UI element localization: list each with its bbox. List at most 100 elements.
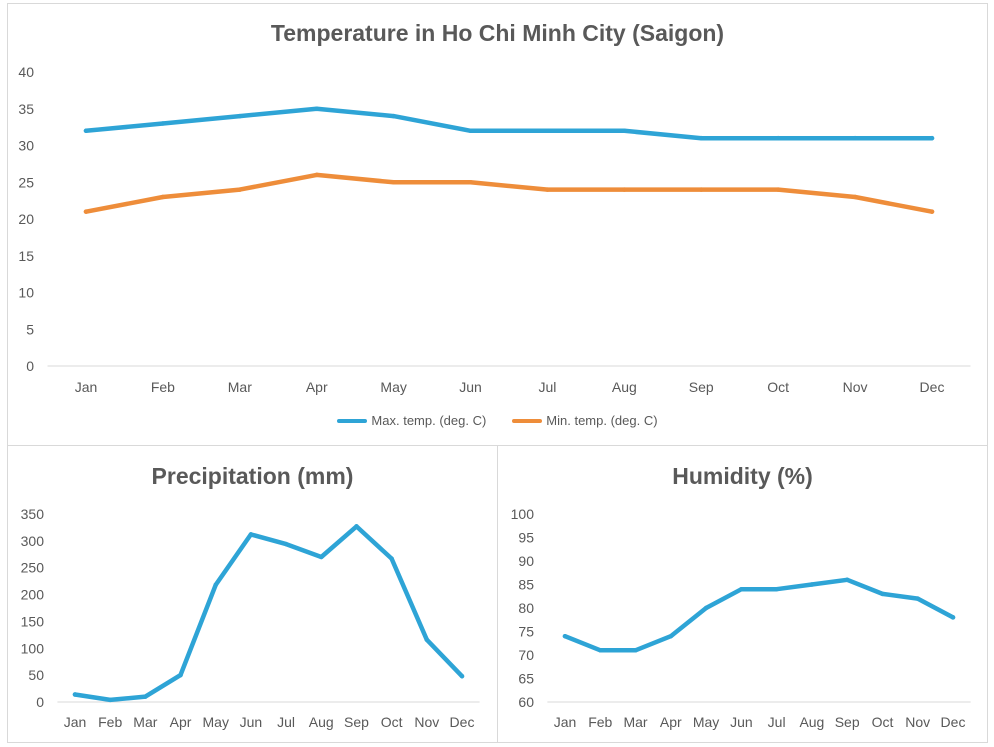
precip-y-tick-label: 300 [21, 533, 45, 549]
precip-x-tick-label: Jun [240, 714, 263, 730]
hum-x-tick-label: Dec [941, 714, 966, 730]
hum-x-tick-label: Oct [872, 714, 894, 730]
hum-data-point [668, 633, 674, 639]
precip-y-tick-label: 100 [21, 640, 45, 656]
precip-x-tick-label: Sep [344, 714, 369, 730]
temp-data-point [622, 187, 627, 192]
temp-data-point [83, 128, 89, 134]
temp-y-tick-label: 35 [18, 101, 34, 117]
precip-x-tick-label: Feb [98, 714, 122, 730]
precip-x-tick-label: May [203, 714, 229, 730]
hum-data-point [774, 586, 779, 592]
hum-data-point [598, 648, 603, 653]
precip-data-point [459, 673, 465, 679]
hum-x-tick-label: Jun [730, 714, 753, 730]
precip-data-point [178, 672, 183, 678]
hum-x-tick-label: Apr [660, 714, 682, 730]
temp-x-tick-label: Aug [612, 379, 637, 395]
precip-y-tick-label: 150 [21, 613, 45, 629]
precip-x-tick-label: Apr [170, 714, 192, 730]
temp-y-tick-label: 20 [18, 211, 34, 227]
precipitation-chart-title: Precipitation (mm) [151, 463, 354, 489]
hum-y-tick-label: 85 [518, 577, 534, 593]
hum-data-point [633, 648, 638, 653]
temperature-chart-plot: 0 5 10 15 20 25 30 35 40 Jan Feb Mar Apr May Jun Jul Aug… [18, 64, 971, 395]
temp-data-point [468, 180, 473, 185]
temp-y-tick-label: 25 [18, 174, 34, 190]
temp-data-point [160, 121, 166, 126]
temp-x-tick-label: Jul [539, 379, 557, 395]
precip-data-point [354, 524, 359, 529]
temp-data-point [160, 194, 166, 200]
humidity-chart-panel: Humidity (%) 60 65 70 75 80 85 90 95 100 Jan Feb Ma… [497, 445, 988, 743]
precipitation-chart-plot: 0 50 100 150 200 250 300 350 Jan Feb Mar Apr May Jun J… [21, 506, 480, 730]
humidity-chart-title: Humidity (%) [672, 463, 813, 489]
precip-y-tick-label: 50 [28, 667, 44, 683]
hum-series-line-0 [562, 577, 956, 653]
precip-y-tick-label: 350 [21, 506, 45, 522]
hum-x-tick-label: Jul [768, 714, 786, 730]
temp-data-point [237, 113, 243, 119]
temp-data-point [237, 187, 243, 192]
hum-data-point [844, 577, 850, 583]
precip-data-point [213, 582, 218, 588]
precip-y-tick-label: 200 [21, 587, 45, 603]
legend-swatch-max-temp [337, 418, 368, 423]
temp-y-tick-label: 10 [18, 285, 34, 301]
temperature-chart-panel: Temperature in Ho Chi Minh City (Saigon)… [7, 3, 988, 446]
hum-x-tick-label: Jan [554, 714, 577, 730]
precip-x-tick-label: Nov [414, 714, 439, 730]
temp-data-point [929, 209, 935, 214]
precip-data-point [143, 694, 148, 699]
hum-data-point [562, 633, 568, 639]
precip-data-point [248, 532, 254, 537]
hum-y-tick-label: 90 [518, 553, 534, 569]
temp-x-tick-label: Jun [459, 379, 482, 395]
temp-x-tick-label: Sep [689, 379, 714, 395]
temperature-chart-title: Temperature in Ho Chi Minh City (Saigon) [270, 20, 725, 46]
temp-data-point [699, 135, 704, 141]
temp-data-point [545, 128, 550, 134]
temp-y-tick-label: 30 [18, 138, 34, 154]
hum-data-point [739, 586, 744, 592]
temp-data-point [545, 187, 550, 192]
temp-series-line-0 [83, 106, 935, 141]
hum-y-tick-label: 65 [518, 671, 534, 687]
temp-x-tick-label: Nov [843, 379, 868, 395]
temp-data-point [391, 180, 396, 185]
precip-data-point [72, 692, 78, 697]
precip-x-tick-label: Oct [381, 714, 403, 730]
legend-label-max-temp: Max. temp. (deg. C) [371, 413, 487, 428]
temp-data-point [83, 209, 89, 214]
precip-y-tick-label: 250 [21, 560, 45, 576]
humidity-chart-plot: 60 65 70 75 80 85 90 95 100 Jan Feb Mar Apr May Jun Jul… [511, 506, 971, 730]
precipitation-chart-panel: Precipitation (mm) 0 50 100 150 200 250 300 350… [7, 445, 498, 743]
legend-label-min-temp: Min. temp. (deg. C) [546, 413, 658, 428]
temp-data-point [929, 135, 935, 141]
temp-x-tick-label: Oct [767, 379, 789, 395]
precip-series-line-0 [72, 524, 465, 703]
temp-x-tick-label: Dec [920, 379, 945, 395]
temp-x-tick-label: Apr [306, 379, 328, 395]
precip-x-tick-label: Dec [450, 714, 475, 730]
precip-data-point [389, 556, 394, 561]
precip-y-tick-label: 0 [36, 694, 44, 710]
temp-data-point [622, 128, 627, 134]
precip-data-point [283, 541, 289, 547]
hum-data-point [809, 582, 815, 587]
hum-y-tick-label: 70 [518, 647, 534, 663]
legend-item-min-temp: Min. temp. (deg. C) [512, 413, 658, 428]
hum-y-tick-label: 75 [518, 624, 534, 640]
hum-y-tick-label: 60 [518, 694, 534, 710]
hum-x-tick-label: Aug [799, 714, 824, 730]
temp-data-point [852, 135, 858, 141]
temp-y-tick-label: 0 [26, 358, 34, 374]
precip-data-point [424, 637, 430, 642]
hum-x-tick-label: Nov [905, 714, 930, 730]
hum-x-tick-label: Feb [588, 714, 612, 730]
precip-x-tick-label: Jul [277, 714, 295, 730]
hum-data-point [703, 605, 709, 611]
temp-data-point [699, 187, 704, 192]
hum-data-point [880, 591, 885, 597]
hum-x-tick-label: Sep [835, 714, 860, 730]
